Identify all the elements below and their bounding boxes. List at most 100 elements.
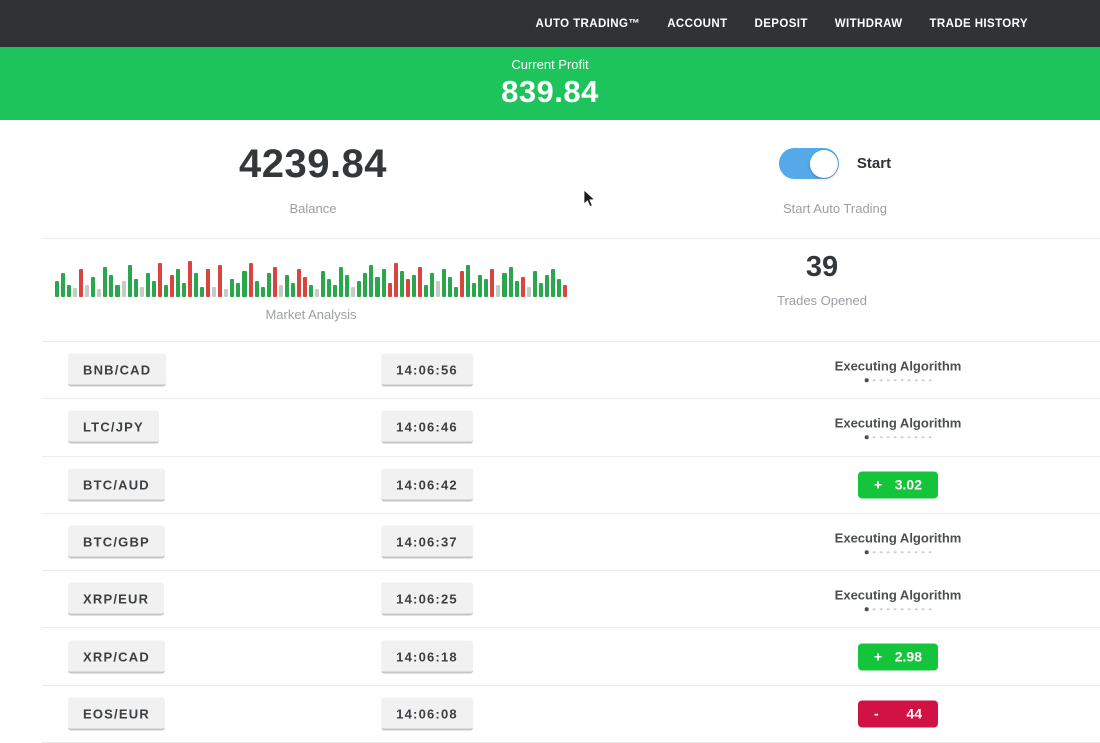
time-button[interactable]: 14:06:46 xyxy=(381,410,473,444)
candle-bar xyxy=(290,283,295,297)
progress-dot xyxy=(872,550,876,554)
candle-bar xyxy=(194,273,199,297)
candle-bar xyxy=(175,269,180,297)
trade-status: +3.02 xyxy=(858,471,938,499)
profit-banner-label: Current Profit xyxy=(511,57,589,72)
nav-deposit[interactable]: DEPOSIT xyxy=(754,17,808,30)
candle-bar xyxy=(562,285,567,297)
time-button[interactable]: 14:06:37 xyxy=(381,525,473,559)
progress-dot xyxy=(914,608,918,611)
candle-bar xyxy=(121,281,126,297)
candle-bar xyxy=(127,265,132,297)
candle-bar xyxy=(357,281,362,297)
result-badge: +2.98 xyxy=(858,643,938,671)
candle-bar xyxy=(85,285,90,297)
trades-table: BNB/CAD 14:06:56 Executing Algorithm LTC… xyxy=(0,342,1100,743)
time-button[interactable]: 14:06:42 xyxy=(381,468,473,502)
pair-button[interactable]: XRP/EUR xyxy=(68,582,165,616)
table-row: BNB/CAD 14:06:56 Executing Algorithm xyxy=(0,342,1100,400)
market-analysis-chart xyxy=(55,257,567,297)
candle-bar xyxy=(363,273,368,297)
candle-bar xyxy=(296,269,301,297)
candle-bar xyxy=(315,289,320,297)
balance-block: 4239.84 Balance xyxy=(239,142,387,216)
stats-row-2: Market Analysis 39 Trades Opened xyxy=(0,239,1100,341)
candle-bar xyxy=(333,285,338,297)
progress-dot xyxy=(914,436,918,439)
table-row: BTC/GBP 14:06:37 Executing Algorithm xyxy=(0,514,1100,572)
trades-opened-value: 39 xyxy=(805,251,839,283)
progress-dot xyxy=(893,436,897,439)
time-button[interactable]: 14:06:56 xyxy=(381,353,473,387)
executing-algorithm-label: Executing Algorithm xyxy=(834,587,962,603)
result-badge: +3.02 xyxy=(858,471,938,499)
progress-dot xyxy=(864,550,869,554)
candle-bar xyxy=(466,265,471,297)
progress-dot xyxy=(879,378,883,382)
candle-bar xyxy=(381,269,386,297)
auto-trading-label: Start Auto Trading xyxy=(782,201,888,216)
table-row: EOS/EUR 14:06:08 - 44 xyxy=(0,686,1100,743)
progress-dot xyxy=(907,608,911,611)
candle-bar xyxy=(254,281,259,297)
time-button[interactable]: 14:06:25 xyxy=(381,582,473,616)
top-nav: AUTO TRADING™ ACCOUNT DEPOSIT WITHDRAW T… xyxy=(0,0,1100,47)
candle-bar xyxy=(248,263,253,297)
result-sign: - xyxy=(874,705,879,722)
time-button[interactable]: 14:06:18 xyxy=(381,640,473,674)
progress-dot xyxy=(921,378,925,382)
pair-button[interactable]: BTC/GBP xyxy=(68,525,165,559)
pair-button[interactable]: LTC/JPY xyxy=(68,410,159,444)
balance-value: 4239.84 xyxy=(238,142,388,186)
candle-bar xyxy=(484,279,489,297)
pair-button[interactable]: BTC/AUD xyxy=(68,468,165,502)
candle-bar xyxy=(514,281,519,297)
nav-withdraw[interactable]: WITHDRAW xyxy=(834,17,903,30)
pair-button[interactable]: BNB/CAD xyxy=(68,353,167,387)
candle-bar xyxy=(109,275,114,297)
candle-bar xyxy=(387,283,392,297)
auto-trading-toggle[interactable] xyxy=(778,148,839,179)
candle-bar xyxy=(556,279,561,297)
table-row: BTC/AUD 14:06:42 +3.02 xyxy=(0,457,1100,515)
result-amount: 3.02 xyxy=(894,476,922,493)
candle-bar xyxy=(157,263,162,297)
progress-dot xyxy=(928,436,932,439)
candle-bar xyxy=(67,285,72,297)
progress-dot xyxy=(928,378,932,382)
nav-auto-trading[interactable]: AUTO TRADING™ xyxy=(535,17,641,30)
time-button[interactable]: 14:06:08 xyxy=(381,697,473,731)
result-amount: 2.98 xyxy=(894,648,922,665)
candle-bar xyxy=(91,277,96,297)
balance-label: Balance xyxy=(289,201,337,216)
candle-bar xyxy=(224,289,229,297)
progress-dot xyxy=(864,607,869,612)
candle-bar xyxy=(163,285,168,297)
profit-banner: Current Profit 839.84 xyxy=(0,47,1100,120)
nav-account[interactable]: ACCOUNT xyxy=(667,17,728,30)
progress-dots xyxy=(835,607,962,612)
candle-bar xyxy=(399,271,404,297)
nav-trade-history[interactable]: TRADE HISTORY xyxy=(929,17,1028,30)
candle-bar xyxy=(496,285,501,297)
candle-bar xyxy=(526,287,531,297)
candle-bar xyxy=(544,275,549,297)
progress-dot xyxy=(864,378,869,382)
table-row: XRP/EUR 14:06:25 Executing Algorithm xyxy=(0,571,1100,629)
executing-algorithm-label: Executing Algorithm xyxy=(834,530,962,546)
pair-button[interactable]: EOS/EUR xyxy=(68,697,165,731)
progress-dot xyxy=(914,378,918,382)
candle-bar xyxy=(454,287,459,297)
progress-dot xyxy=(879,436,883,439)
table-row: LTC/JPY 14:06:46 Executing Algorithm xyxy=(0,399,1100,457)
candle-bar xyxy=(375,277,380,297)
candle-bar xyxy=(133,279,138,297)
progress-dot xyxy=(907,550,911,554)
candle-bar xyxy=(550,269,555,297)
candle-bar xyxy=(139,287,144,297)
progress-dot xyxy=(928,608,932,611)
progress-dot xyxy=(893,378,897,382)
pair-button[interactable]: XRP/CAD xyxy=(68,640,165,674)
trade-status: - 44 xyxy=(858,700,938,728)
progress-dot xyxy=(900,608,904,611)
